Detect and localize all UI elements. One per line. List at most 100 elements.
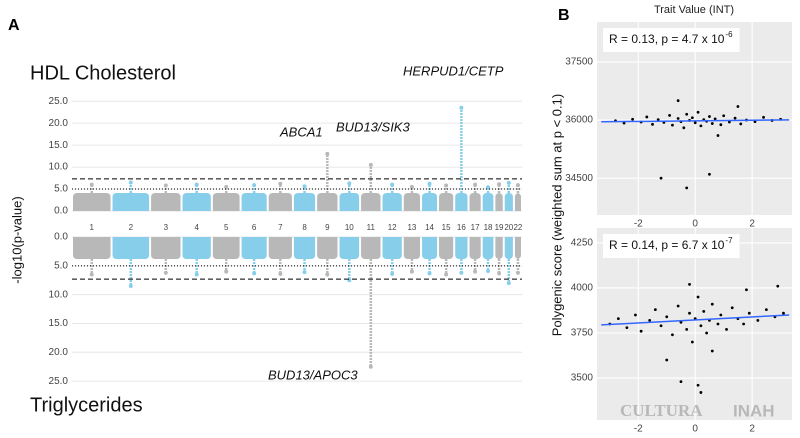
peak-point xyxy=(427,181,432,186)
peak-point xyxy=(427,271,432,276)
point xyxy=(710,122,714,125)
annotation: R = 0.14, p = 6.7 x 10 xyxy=(609,238,725,252)
point xyxy=(762,115,765,119)
y-axis-label: -log10(p-value) xyxy=(9,196,24,283)
point xyxy=(671,123,674,127)
y-tick-label: 0.0 xyxy=(54,232,68,243)
point xyxy=(690,340,694,344)
chromosome-block xyxy=(182,237,211,259)
y-tick-label: 0.0 xyxy=(54,206,68,217)
point xyxy=(705,331,708,335)
x-tick-label: 9 xyxy=(325,223,330,232)
chromosome-block xyxy=(382,193,402,211)
peak-point xyxy=(473,182,478,187)
x-tick-label: 2 xyxy=(129,223,134,232)
x-tick-label: 15 xyxy=(442,223,451,232)
peak-point xyxy=(325,272,330,277)
point xyxy=(682,126,686,130)
x-tick-label: 17 xyxy=(471,223,480,232)
chromosome-block xyxy=(317,237,338,259)
peak-point xyxy=(368,162,373,167)
x-tick-label: 6 xyxy=(252,223,257,232)
chromosome-block xyxy=(455,193,468,211)
y-tick-label: 20.0 xyxy=(49,347,69,358)
point xyxy=(708,115,711,118)
chromosome-block xyxy=(241,237,267,259)
point xyxy=(659,324,663,328)
chart-title: HDL Cholesterol xyxy=(30,62,176,84)
chromosome-block xyxy=(504,193,513,211)
chromosome-block xyxy=(514,237,521,259)
point xyxy=(679,380,683,384)
chromosome-block xyxy=(495,193,503,211)
annotation-box xyxy=(603,28,740,52)
x-tick-label: 12 xyxy=(388,223,397,232)
plot-background xyxy=(597,22,792,215)
peak-point xyxy=(390,182,395,187)
peak-point xyxy=(506,281,511,286)
peak-point xyxy=(497,271,502,276)
y-tick-label: 4250 xyxy=(571,238,594,249)
peak-point xyxy=(515,183,520,188)
x-tick-label: 19 xyxy=(495,223,504,232)
chromosome-block xyxy=(495,237,503,259)
annotation: BUD13/SIK3 xyxy=(336,119,410,134)
point xyxy=(716,322,720,326)
point xyxy=(699,391,703,394)
x-tick-label: 7 xyxy=(278,223,283,232)
chromosome-block xyxy=(439,193,454,211)
x-tick-label: 20 xyxy=(504,223,513,232)
chromosome-block xyxy=(212,193,240,211)
point xyxy=(719,313,723,317)
panel-label: A xyxy=(8,17,20,34)
point xyxy=(756,318,760,322)
x-tick-label: 18 xyxy=(484,223,493,232)
peak-point xyxy=(515,270,520,275)
y-tick-label: 25.0 xyxy=(49,376,69,387)
point xyxy=(719,123,723,127)
watermark: CULTURA xyxy=(620,401,703,420)
point xyxy=(645,115,649,119)
chromosome-block xyxy=(73,237,111,259)
peak-point xyxy=(473,269,478,274)
peak-point xyxy=(89,272,94,277)
point xyxy=(634,313,637,317)
point xyxy=(699,124,703,128)
y-tick-label: 5.0 xyxy=(54,184,68,195)
point xyxy=(708,172,711,176)
chromosome-block xyxy=(112,193,150,211)
point xyxy=(665,315,669,319)
chromosome-block xyxy=(361,193,381,211)
chromosome-block xyxy=(293,237,316,259)
chromosome-block xyxy=(151,193,181,211)
point xyxy=(764,308,768,311)
x-tick-label: 4 xyxy=(194,223,199,232)
peak-point xyxy=(409,269,414,274)
chart-title: Triglycerides xyxy=(30,394,143,416)
point xyxy=(742,322,746,326)
point xyxy=(745,288,748,292)
chromosome-block xyxy=(504,237,513,259)
annotation: BUD13/APOC3 xyxy=(268,367,358,382)
point xyxy=(656,118,660,122)
x-tick-label: 16 xyxy=(457,223,466,232)
point xyxy=(710,302,714,306)
y-tick-label: 36000 xyxy=(565,115,593,126)
y-tick-label: 15.0 xyxy=(49,318,69,329)
point xyxy=(782,311,785,315)
x-tick-label: 10 xyxy=(345,223,354,232)
point xyxy=(631,117,634,121)
point xyxy=(736,105,740,108)
point xyxy=(730,306,734,310)
chromosome-block xyxy=(403,193,421,211)
chromosome-block xyxy=(403,237,421,259)
panel-label: B xyxy=(558,7,570,24)
point xyxy=(722,114,726,118)
point xyxy=(699,324,703,328)
peak-point xyxy=(506,180,511,185)
chromosome-block xyxy=(455,237,468,259)
point xyxy=(668,113,671,117)
point xyxy=(676,304,680,308)
peak-point xyxy=(128,180,133,185)
